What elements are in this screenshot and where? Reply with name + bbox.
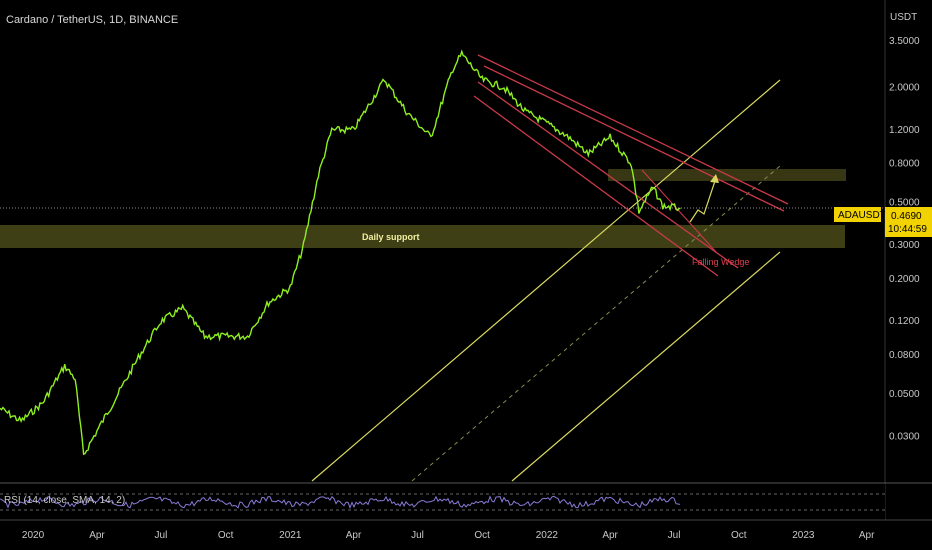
projection-arrow-head <box>710 174 719 183</box>
wedge-top-line-1 <box>477 54 789 205</box>
daily-support-zone <box>0 225 845 248</box>
price-tag: ADAUSDT 0.4690 10:44:59 <box>834 207 932 237</box>
wedge-top-line-2 <box>483 65 785 212</box>
rsi-line <box>0 495 681 509</box>
x-tick-label: Oct <box>731 530 747 541</box>
symbol-tag-bg <box>834 207 881 222</box>
rsi-pane-bg <box>0 484 885 520</box>
symbol-tag-text: ADAUSDT <box>838 210 886 221</box>
x-tick-label: 2020 <box>22 530 45 541</box>
price-tag-bg <box>885 207 932 237</box>
y-tick-label: 0.0800 <box>889 350 920 361</box>
price-series-line <box>0 49 681 456</box>
y-tick-label: 3.5000 <box>889 36 920 47</box>
price-tag-value: 0.4690 <box>891 211 922 222</box>
y-tick-label: 1.2000 <box>889 125 920 136</box>
rsi-label: RSI (14, close, SMA, 14, 2) <box>4 495 125 506</box>
channel-line-lower <box>511 251 781 482</box>
x-axis-ticks: 2020 Apr Jul Oct 2021 Apr Jul Oct 2022 Apr Jul Oct 2… <box>22 530 875 541</box>
x-tick-label: Apr <box>346 530 362 541</box>
x-tick-label: Oct <box>218 530 234 541</box>
y-axis-ticks: 3.5000 2.0000 1.2000 0.8000 0.5000 0.3000 0.20… <box>889 36 920 442</box>
y-tick-label: 0.0300 <box>889 431 920 442</box>
y-tick-label: 0.5000 <box>889 198 920 209</box>
y-tick-label: 0.8000 <box>889 159 920 170</box>
wedge-label: Falling Wedge <box>692 257 749 267</box>
x-tick-label: Apr <box>89 530 105 541</box>
y-tick-label: 0.2000 <box>889 274 920 285</box>
wedge-bottom-line-2 <box>473 95 719 277</box>
x-tick-label: Apr <box>859 530 875 541</box>
y-tick-label: 0.1200 <box>889 316 920 327</box>
x-tick-label: 2022 <box>536 530 559 541</box>
channel-line-dashed <box>411 165 781 482</box>
wedge-bottom-line-1 <box>477 81 739 269</box>
chart-title: Cardano / TetherUS, 1D, BINANCE <box>6 14 178 26</box>
y-tick-label: 0.0500 <box>889 389 920 400</box>
x-tick-label: 2023 <box>792 530 815 541</box>
y-tick-label: 0.3000 <box>889 240 920 251</box>
wedge-inner-line <box>641 169 717 253</box>
support-label: Daily support <box>362 232 420 242</box>
projection-arrow <box>689 177 717 223</box>
y-tick-label: 2.0000 <box>889 83 920 94</box>
x-tick-label: Jul <box>668 530 681 541</box>
x-tick-label: Jul <box>155 530 168 541</box>
axis-unit: USDT <box>890 12 917 23</box>
x-tick-label: 2021 <box>279 530 302 541</box>
x-tick-label: Oct <box>474 530 490 541</box>
channel-line-middle <box>311 79 781 482</box>
x-tick-label: Jul <box>411 530 424 541</box>
x-tick-label: Apr <box>602 530 618 541</box>
price-tag-countdown: 10:44:59 <box>888 224 927 235</box>
